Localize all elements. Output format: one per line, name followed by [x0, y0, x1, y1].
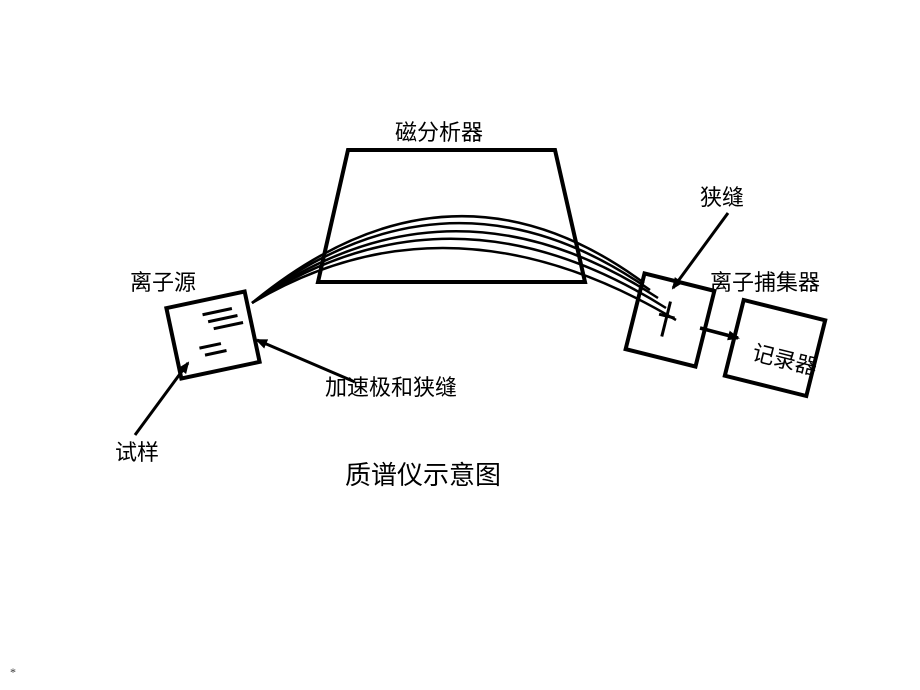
diagram-canvas: 磁分析器 狭缝 离子源 离子捕集器 加速极和狭缝 记录器 试样 质谱仪示意图 *	[0, 0, 920, 690]
footnote: *	[10, 665, 16, 680]
ion-source-label: 离子源	[130, 265, 196, 297]
ion-collector-label: 离子捕集器	[710, 265, 820, 297]
slit-label: 狭缝	[700, 180, 744, 212]
accel-slit-label: 加速极和狭缝	[325, 370, 457, 402]
ion-beam	[252, 223, 650, 303]
ion-beam	[252, 231, 658, 303]
analyzer-label: 磁分析器	[395, 115, 483, 147]
ion-source-shape	[166, 291, 259, 378]
sample-arrow	[135, 363, 188, 435]
diagram-title: 质谱仪示意图	[345, 455, 501, 492]
sample-label: 试样	[115, 435, 159, 467]
